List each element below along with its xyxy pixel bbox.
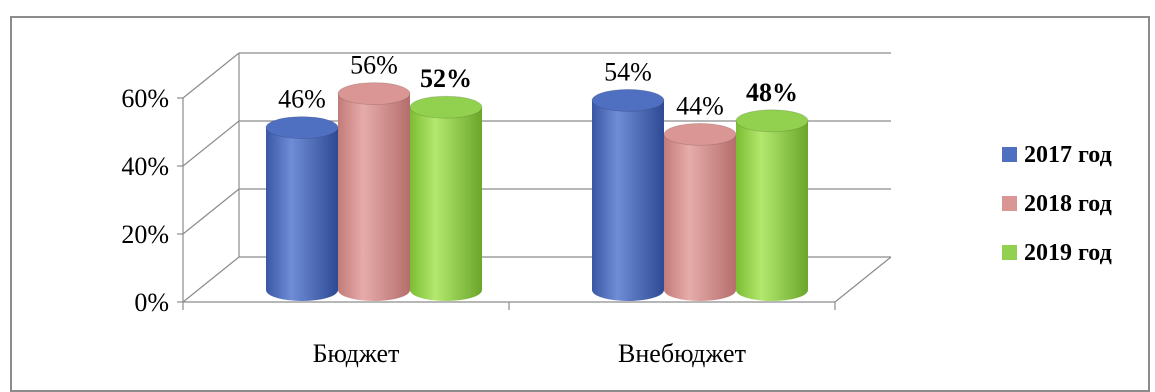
- data-label: 44%: [676, 91, 724, 120]
- bar: [337, 82, 411, 301]
- bar-body: [736, 120, 808, 301]
- y-tick-label: 60%: [121, 84, 169, 113]
- bar: [591, 89, 665, 302]
- bar-top: [409, 95, 483, 119]
- legend-swatch: [1002, 245, 1017, 260]
- floor-edge: [834, 256, 892, 303]
- bar: [409, 95, 483, 301]
- gridline-diagonal: [182, 120, 240, 167]
- x-tick-label: Внебюджет: [618, 339, 746, 368]
- data-label: 52%: [420, 64, 472, 93]
- bar-top: [265, 116, 339, 139]
- bar-body: [266, 127, 338, 301]
- bar-body: [410, 107, 482, 301]
- legend-label: 2018 год: [1024, 191, 1112, 217]
- bar-body: [338, 93, 410, 301]
- bar-body: [664, 134, 736, 301]
- gridline-diagonal: [182, 256, 240, 303]
- data-label: 54%: [604, 57, 652, 86]
- data-label: 46%: [278, 85, 326, 114]
- legend-swatch: [1002, 147, 1017, 162]
- bar-top: [591, 89, 665, 112]
- bar-top: [735, 109, 809, 133]
- bar: [265, 116, 339, 301]
- gridline-diagonal: [182, 188, 240, 235]
- legend-label: 2019 год: [1024, 240, 1112, 266]
- y-tick-label: 0%: [134, 288, 169, 317]
- legend: 2017 год 2018 год 2019 год: [1002, 142, 1112, 266]
- legend-item: 2019 год: [1002, 240, 1112, 266]
- bar-top: [337, 82, 411, 105]
- legend-label: 2017 год: [1024, 142, 1112, 168]
- y-tick-label: 20%: [121, 220, 169, 249]
- bar-body: [592, 100, 664, 302]
- bar: [663, 122, 737, 301]
- bar-top: [663, 122, 737, 146]
- legend-item: 2017 год: [1002, 142, 1112, 168]
- gridline-diagonal: [182, 52, 240, 99]
- x-tick-label: Бюджет: [313, 339, 400, 368]
- data-label: 48%: [746, 78, 798, 107]
- bars-layer: [265, 82, 809, 302]
- legend-item: 2018 год: [1002, 191, 1112, 217]
- labels-layer: Бюджет Внебюджет 46% 56% 52% 54% 44% 48%: [278, 51, 798, 368]
- legend-swatch: [1002, 196, 1017, 211]
- y-tick-label: 40%: [121, 152, 169, 181]
- bar: [735, 109, 809, 301]
- chart-frame: [10, 16, 1150, 392]
- data-label: 56%: [350, 51, 398, 80]
